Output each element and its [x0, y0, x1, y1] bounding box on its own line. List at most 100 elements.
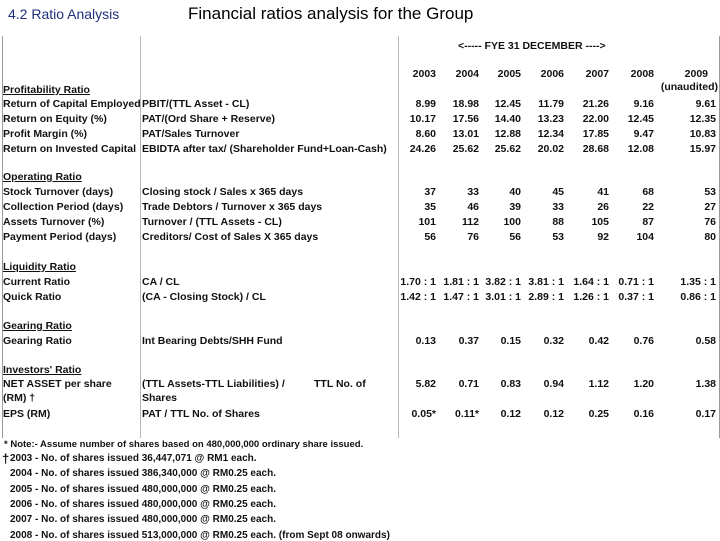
value-cell-2007: 21.26: [582, 98, 609, 110]
value-cell-2007: 105: [591, 216, 609, 228]
value-cell-2006: 0.94: [543, 378, 564, 390]
value-cell-2006: 45: [552, 186, 564, 198]
row-label: Quick Ratio: [3, 291, 62, 303]
share-note-line: 2007 - No. of shares issued 480,000,000 …: [10, 514, 277, 526]
value-cell-2007: 1.12: [588, 378, 609, 390]
share-note-line: 2006 - No. of shares issued 480,000,000 …: [10, 498, 277, 510]
row-label: Collection Period (days): [3, 201, 124, 213]
value-cell-2003: 24.26: [409, 143, 436, 155]
value-cell-2003: 10.17: [409, 113, 436, 125]
value-cell-2005: 12.88: [494, 128, 521, 140]
value-cell-2007: 22.00: [582, 113, 609, 125]
row-formula: Turnover / (TTL Assets - CL): [142, 216, 282, 228]
value-cell-2008: 0.71 : 1: [618, 276, 654, 288]
value-cell-2003: 8.60: [415, 128, 436, 140]
value-cell-2004: 25.62: [452, 143, 479, 155]
row-label: Gearing Ratio: [3, 335, 72, 347]
value-cell-2003: 8.99: [415, 98, 436, 110]
value-cell-2009: 9.61: [695, 98, 716, 110]
value-cell-2008: 104: [636, 231, 654, 243]
value-cell-2003: 0.13: [415, 335, 436, 347]
row-label: Return of Capital Employed: [3, 98, 141, 110]
value-cell-2005: 25.62: [494, 143, 521, 155]
value-cell-2003: 37: [424, 186, 436, 198]
value-cell-2006: 11.79: [538, 98, 564, 110]
value-cell-2007: 1.26 : 1: [573, 291, 609, 303]
row-label-cont: (RM) †: [3, 392, 36, 404]
row-formula: Closing stock / Sales x 365 days: [142, 186, 304, 198]
year-header-2004: 2004: [455, 68, 479, 80]
value-cell-2008: 9.47: [633, 128, 654, 140]
row-formula: Int Bearing Debts/SHH Fund: [142, 335, 283, 347]
value-cell-2008: 0.16: [633, 408, 654, 420]
value-cell-2009: 10.83: [689, 128, 716, 140]
value-cell-2007: 92: [597, 231, 609, 243]
value-cell-2009: 1.35 : 1: [680, 276, 716, 288]
row-formula-extra: TTL No. of: [314, 378, 366, 390]
row-label: Payment Period (days): [3, 231, 117, 243]
value-cell-2007: 1.64 : 1: [573, 276, 609, 288]
value-cell-2004: 18.98: [452, 98, 479, 110]
value-cell-2006: 53: [552, 231, 564, 243]
row-label: EPS (RM): [3, 408, 51, 420]
section-title: Liquidity Ratio: [3, 261, 76, 273]
section-title: Profitability Ratio: [3, 84, 90, 96]
value-cell-2004: 1.81 : 1: [443, 276, 479, 288]
row-label: Return on Invested Capital: [3, 143, 137, 155]
value-cell-2009: 80: [704, 231, 716, 243]
section-heading: 4.2 Ratio Analysis: [8, 6, 120, 22]
share-note-line: 2008 - No. of shares issued 513,000,000 …: [10, 529, 390, 541]
value-cell-2004: 76: [467, 231, 479, 243]
fye-label: <----- FYE 31 DECEMBER ---->: [458, 40, 606, 52]
value-cell-2006: 20.02: [537, 143, 564, 155]
value-cell-2004: 13.01: [452, 128, 479, 140]
share-note-line: 2004 - No. of shares issued 386,340,000 …: [10, 468, 277, 480]
value-cell-2003: 5.82: [415, 378, 436, 390]
section-title: Operating Ratio: [3, 171, 82, 183]
year-header-2009: 2009: [684, 68, 708, 80]
value-cell-2006: 3.81 : 1: [528, 276, 564, 288]
value-cell-2005: 0.15: [500, 335, 521, 347]
value-cell-2008: 12.45: [627, 113, 654, 125]
value-cell-2005: 12.45: [494, 98, 521, 110]
year-header-2006: 2006: [540, 68, 564, 80]
value-cell-2005: 56: [509, 231, 521, 243]
row-formula: CA / CL: [142, 276, 180, 288]
value-cell-2005: 40: [509, 186, 521, 198]
row-formula: PAT/Sales Turnover: [142, 128, 240, 140]
value-cell-2006: 12.34: [537, 128, 564, 140]
value-cell-2003: 35: [424, 201, 436, 213]
row-label: Return on Equity (%): [3, 113, 107, 125]
value-cell-2009: 15.97: [689, 143, 716, 155]
value-cell-2007: 41: [597, 186, 609, 198]
value-cell-2004: 17.56: [452, 113, 479, 125]
value-cell-2006: 88: [552, 216, 564, 228]
value-cell-2009: 1.38: [695, 378, 716, 390]
value-cell-2005: 0.83: [500, 378, 521, 390]
value-cell-2004: 46: [467, 201, 479, 213]
value-cell-2007: 28.68: [582, 143, 609, 155]
value-cell-2003: 1.70 : 1: [400, 276, 436, 288]
value-cell-2006: 0.12: [543, 408, 564, 420]
value-cell-2008: 22: [642, 201, 654, 213]
page-title: Financial ratios analysis for the Group: [188, 4, 474, 23]
value-cell-2008: 1.20: [633, 378, 654, 390]
value-cell-2008: 0.37 : 1: [618, 291, 654, 303]
value-cell-2004: 33: [467, 186, 479, 198]
value-cell-2004: 0.37: [458, 335, 479, 347]
value-cell-2009: 0.17: [695, 408, 716, 420]
value-cell-2007: 0.25: [588, 408, 609, 420]
section-title: Investors' Ratio: [3, 364, 82, 376]
value-cell-2007: 17.85: [582, 128, 609, 140]
year-header-2003: 2003: [412, 68, 436, 80]
value-cell-2003: 1.42 : 1: [400, 291, 436, 303]
value-cell-2005: 14.40: [494, 113, 521, 125]
row-formula: (TTL Assets-TTL Liabilities) /: [142, 378, 285, 390]
row-formula: PBIT/(TTL Asset - CL): [142, 98, 250, 110]
row-label: NET ASSET per share: [3, 378, 112, 390]
value-cell-2009: 0.86 : 1: [680, 291, 716, 303]
value-cell-2006: 2.89 : 1: [528, 291, 564, 303]
value-cell-2006: 13.23: [537, 113, 564, 125]
value-cell-2003: 0.05*: [411, 408, 436, 420]
value-cell-2003: 56: [424, 231, 436, 243]
